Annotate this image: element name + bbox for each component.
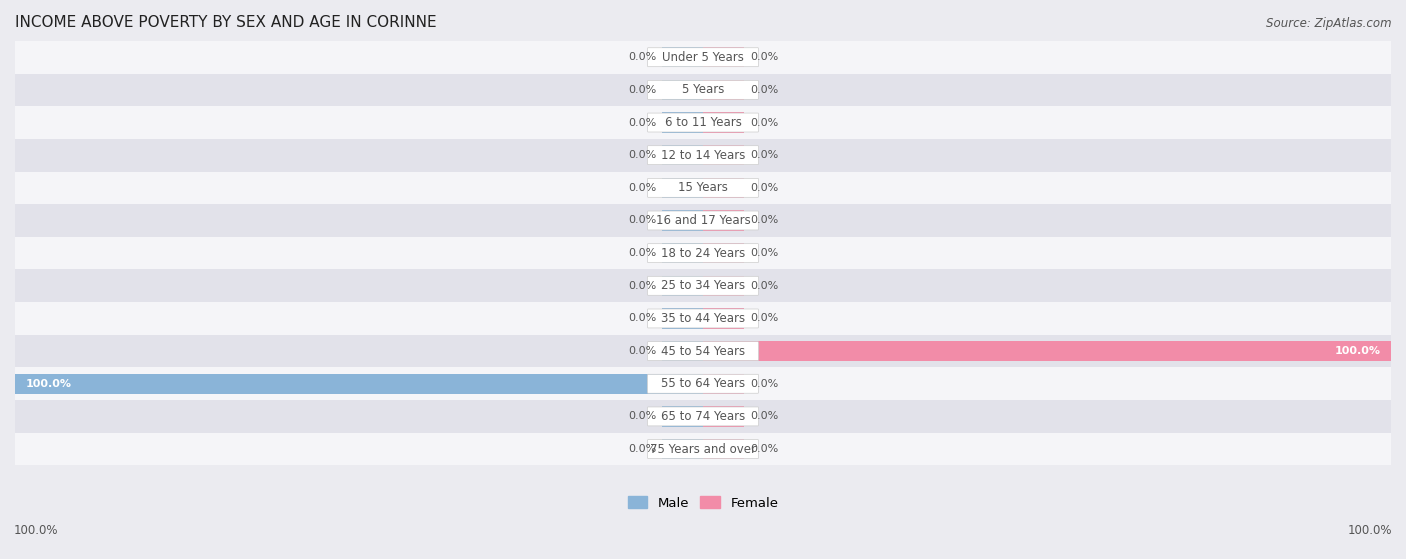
Text: 15 Years: 15 Years: [678, 181, 728, 195]
Text: 0.0%: 0.0%: [628, 52, 657, 62]
Bar: [662, 80, 703, 100]
Text: 100.0%: 100.0%: [1334, 346, 1381, 356]
Bar: [15, 269, 1391, 302]
Text: INCOME ABOVE POVERTY BY SEX AND AGE IN CORINNE: INCOME ABOVE POVERTY BY SEX AND AGE IN C…: [15, 15, 437, 30]
Text: 0.0%: 0.0%: [628, 150, 657, 160]
Bar: [662, 112, 703, 132]
Text: 55 to 64 Years: 55 to 64 Years: [661, 377, 745, 390]
Text: 5 Years: 5 Years: [682, 83, 724, 96]
Text: 45 to 54 Years: 45 to 54 Years: [661, 344, 745, 358]
Bar: [15, 172, 1391, 204]
Bar: [703, 373, 744, 394]
FancyBboxPatch shape: [647, 375, 759, 393]
Text: 0.0%: 0.0%: [628, 215, 657, 225]
Text: 0.0%: 0.0%: [628, 346, 657, 356]
Text: 0.0%: 0.0%: [628, 411, 657, 421]
Text: 0.0%: 0.0%: [628, 444, 657, 454]
Bar: [703, 309, 744, 329]
Text: 0.0%: 0.0%: [749, 117, 778, 127]
FancyBboxPatch shape: [647, 48, 759, 67]
Bar: [703, 80, 744, 100]
Bar: [662, 47, 703, 67]
Bar: [703, 406, 744, 427]
Bar: [703, 276, 744, 296]
Bar: [15, 41, 1391, 74]
Text: Under 5 Years: Under 5 Years: [662, 51, 744, 64]
Bar: [662, 341, 703, 361]
FancyBboxPatch shape: [647, 146, 759, 165]
Text: 0.0%: 0.0%: [749, 85, 778, 95]
Text: 0.0%: 0.0%: [628, 183, 657, 193]
FancyBboxPatch shape: [647, 178, 759, 197]
Text: 0.0%: 0.0%: [628, 85, 657, 95]
FancyBboxPatch shape: [647, 113, 759, 132]
Text: 0.0%: 0.0%: [749, 248, 778, 258]
Bar: [703, 112, 744, 132]
FancyBboxPatch shape: [647, 244, 759, 263]
Legend: Male, Female: Male, Female: [627, 496, 779, 510]
Text: Source: ZipAtlas.com: Source: ZipAtlas.com: [1267, 17, 1392, 30]
FancyBboxPatch shape: [647, 309, 759, 328]
Text: 0.0%: 0.0%: [628, 248, 657, 258]
Text: 100.0%: 100.0%: [14, 524, 59, 537]
Bar: [662, 309, 703, 329]
Bar: [662, 243, 703, 263]
Text: 0.0%: 0.0%: [749, 52, 778, 62]
Text: 16 and 17 Years: 16 and 17 Years: [655, 214, 751, 227]
Text: 0.0%: 0.0%: [749, 150, 778, 160]
Text: 0.0%: 0.0%: [628, 314, 657, 324]
Bar: [662, 276, 703, 296]
Text: 0.0%: 0.0%: [749, 379, 778, 389]
Bar: [15, 400, 1391, 433]
Text: 35 to 44 Years: 35 to 44 Years: [661, 312, 745, 325]
Bar: [15, 335, 1391, 367]
Bar: [15, 237, 1391, 269]
Bar: [15, 139, 1391, 172]
Text: 75 Years and over: 75 Years and over: [650, 443, 756, 456]
Bar: [703, 47, 744, 67]
Bar: [15, 302, 1391, 335]
Text: 65 to 74 Years: 65 to 74 Years: [661, 410, 745, 423]
Bar: [703, 145, 744, 165]
FancyBboxPatch shape: [647, 439, 759, 458]
Bar: [662, 439, 703, 459]
Bar: [703, 439, 744, 459]
Text: 0.0%: 0.0%: [749, 183, 778, 193]
Text: 0.0%: 0.0%: [749, 215, 778, 225]
FancyBboxPatch shape: [647, 407, 759, 426]
FancyBboxPatch shape: [647, 211, 759, 230]
Bar: [15, 367, 1391, 400]
Text: 0.0%: 0.0%: [749, 444, 778, 454]
Bar: [15, 74, 1391, 106]
Bar: [15, 433, 1391, 466]
FancyBboxPatch shape: [647, 342, 759, 361]
Text: 0.0%: 0.0%: [628, 117, 657, 127]
Bar: [703, 210, 744, 231]
Text: 100.0%: 100.0%: [1347, 524, 1392, 537]
Text: 100.0%: 100.0%: [25, 379, 72, 389]
Text: 12 to 14 Years: 12 to 14 Years: [661, 149, 745, 162]
Text: 0.0%: 0.0%: [628, 281, 657, 291]
FancyBboxPatch shape: [647, 80, 759, 100]
Text: 6 to 11 Years: 6 to 11 Years: [665, 116, 741, 129]
Text: 0.0%: 0.0%: [749, 411, 778, 421]
Text: 0.0%: 0.0%: [749, 314, 778, 324]
FancyBboxPatch shape: [647, 276, 759, 295]
Bar: [662, 210, 703, 231]
Bar: [703, 243, 744, 263]
Bar: [703, 341, 1391, 361]
Text: 25 to 34 Years: 25 to 34 Years: [661, 280, 745, 292]
Text: 0.0%: 0.0%: [749, 281, 778, 291]
Bar: [662, 178, 703, 198]
Bar: [703, 178, 744, 198]
Bar: [662, 406, 703, 427]
Bar: [15, 373, 703, 394]
Bar: [662, 145, 703, 165]
Bar: [15, 106, 1391, 139]
Bar: [15, 204, 1391, 237]
Text: 18 to 24 Years: 18 to 24 Years: [661, 247, 745, 259]
